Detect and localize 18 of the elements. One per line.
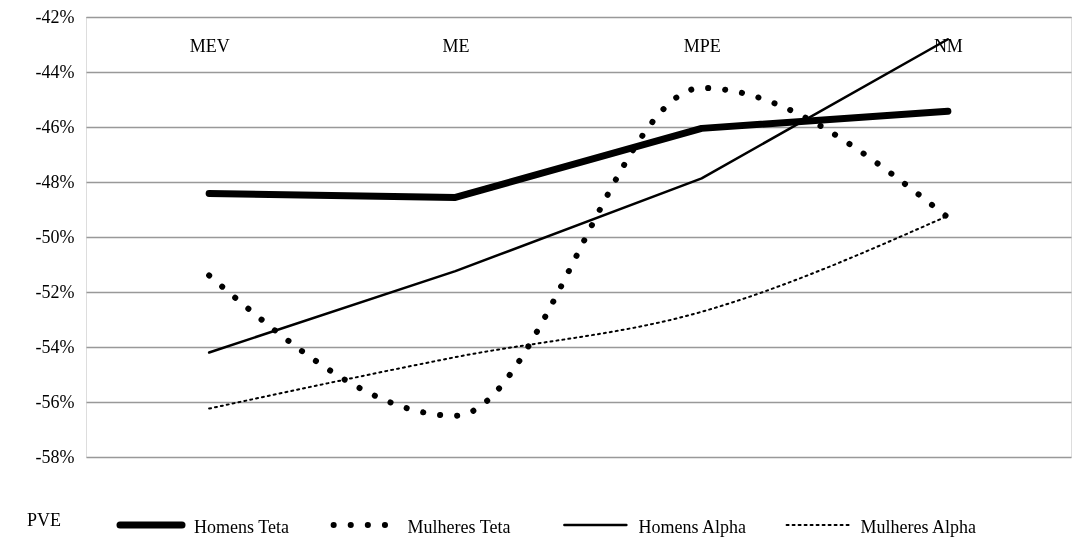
y-tick-label: -44% (35, 61, 75, 82)
x-tick-label: MPE (683, 35, 721, 56)
text: PVE (26, 510, 61, 530)
y-tick-label: -52% (35, 281, 75, 302)
y-tick-label: -58% (35, 446, 75, 467)
y-tick-label: -50% (35, 226, 75, 247)
legend-label: Mulheres Teta (407, 517, 511, 537)
y-tick-label: -56% (35, 391, 75, 412)
y-tick-label: -54% (35, 336, 75, 357)
y-tick-label: -48% (35, 171, 75, 192)
legend-label: Mulheres Alpha (860, 517, 977, 537)
legend-label: Homens Teta (194, 517, 289, 537)
legend-label: Homens Alpha (638, 517, 746, 537)
y-tick-label: -42% (35, 6, 75, 27)
x-tick-label: ME (442, 35, 470, 56)
x-tick-label: MEV (189, 35, 230, 56)
y-tick-label: -46% (35, 116, 75, 137)
x-tick-label: NM (933, 35, 963, 56)
